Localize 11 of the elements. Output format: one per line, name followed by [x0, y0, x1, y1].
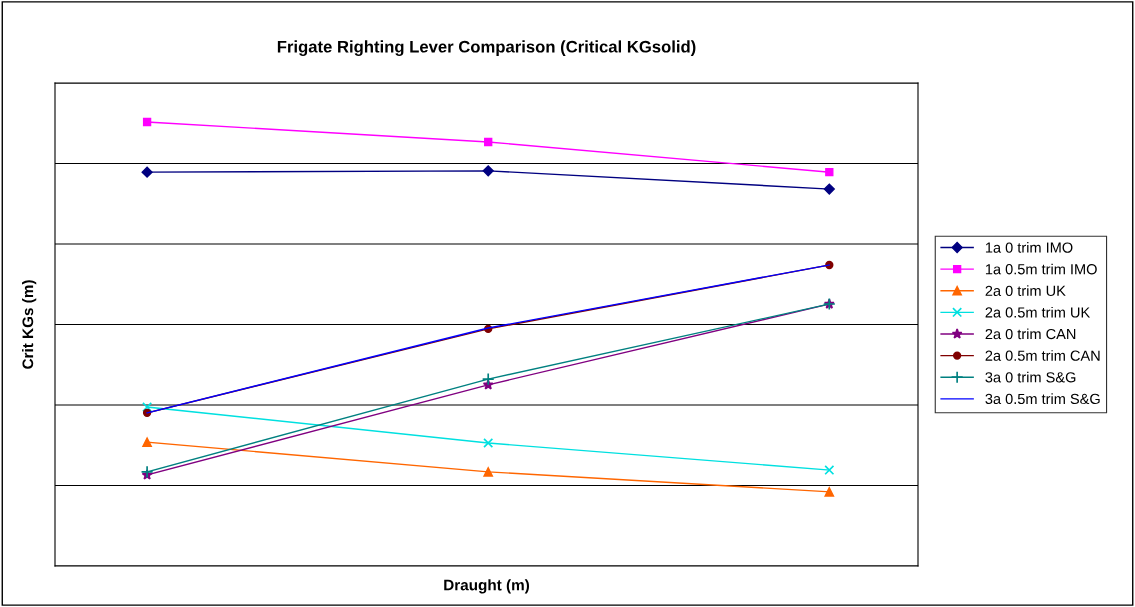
- legend-label: 2a 0 trim UK: [985, 285, 1066, 296]
- y-axis-title: Crit KGs (m): [22, 280, 37, 369]
- legend-label: 2a 0 trim CAN: [985, 328, 1076, 340]
- legend-label: 2a 0.5m trim UK: [985, 306, 1091, 318]
- legend-label: 1a 0 trim IMO: [985, 242, 1073, 253]
- legend-label: 2a 0.5m trim CAN: [985, 350, 1100, 361]
- legend-label: 3a 0.5m trim S&G: [985, 393, 1100, 405]
- legend-label: 1a 0.5m trim IMO: [985, 263, 1097, 275]
- legend-label: 3a 0 trim S&G: [985, 371, 1076, 383]
- chart-title: Frigate Righting Lever Comparison (Critical KGsolid): [277, 40, 696, 56]
- x-axis-title: Draught (m): [444, 579, 530, 594]
